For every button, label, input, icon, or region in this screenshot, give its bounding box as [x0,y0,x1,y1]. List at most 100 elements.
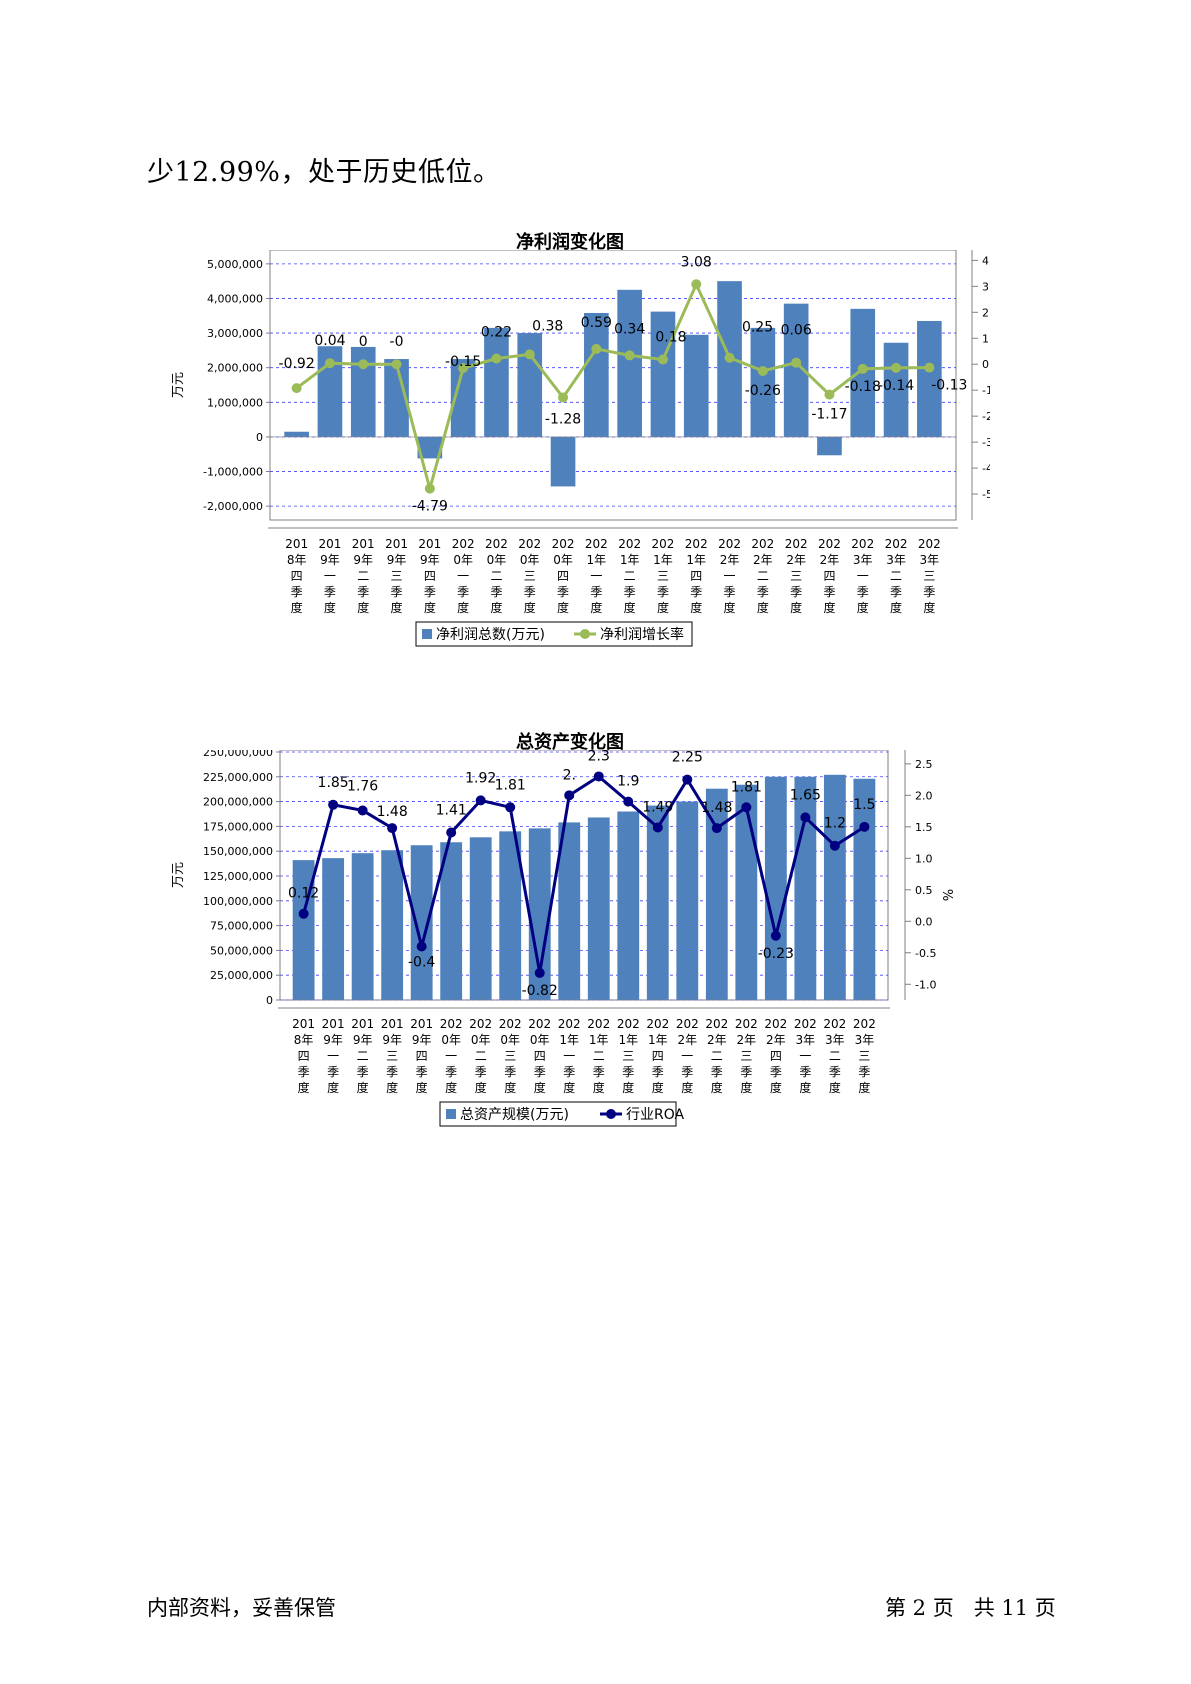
y-tick-label: 0 [266,994,273,1007]
series-point [859,821,870,832]
y2-tick-label: 0.0 [915,915,933,928]
data-label: 1.85 [318,775,349,791]
legend-line-marker [606,1109,616,1119]
x-tick-label: 202 3年二季度 [885,537,908,615]
x-tick-label: 201 9年一季度 [322,1017,345,1095]
x-tick-label: 202 0年三季度 [518,537,541,615]
footer-confidential-note: 内部资料，妥善保管 [147,1596,336,1620]
x-tick-label: 202 1年三季度 [617,1017,640,1095]
x-tick-label: 202 2年四季度 [818,537,841,615]
data-label: 1.81 [731,779,762,795]
x-tick-label: 202 0年四季度 [528,1017,551,1095]
data-label: -0.13 [931,378,967,394]
legend-line-label: 净利润增长率 [600,626,684,643]
series-point [291,383,302,394]
x-tick-label: 202 1年一季度 [558,1017,581,1095]
x-tick-label: 201 9年一季度 [318,537,341,615]
bar [517,333,543,437]
y2-tick-label: 1.0 [915,852,933,865]
x-tick-label: 201 8年四季度 [292,1017,315,1095]
y-tick-label: 50,000,000 [210,944,273,957]
y2-tick-label: -2 [982,410,990,423]
legend-bar-label: 总资产规模(万元) [460,1107,569,1123]
series-point [657,354,668,365]
y-tick-label: 125,000,000 [203,870,273,883]
series-point [328,799,339,810]
series-line [302,774,866,974]
series-point [741,802,752,813]
series-point [682,774,693,785]
series-point [791,357,802,368]
y2-tick-label: 1.5 [915,821,933,834]
bar [705,788,728,1000]
series-point [505,802,516,813]
x-tick-label: 202 2年二季度 [751,537,774,615]
y-axis-label: 万元 [171,372,186,398]
x-tick-label: 202 1年三季度 [651,537,674,615]
y2-tick-label: 1 [982,332,989,345]
net-profit-chart: 净利润变化图 -2,000,000 -1,000,000 0 1,000,000 2,0… [150,225,990,670]
legend-bar-swatch [422,629,432,639]
data-label: 0.59 [581,315,612,331]
series-point [924,362,935,373]
total-assets-chart-svg: 0 25,000,000 50,000,000 75,000,000 100,000,0… [171,750,954,1127]
data-label: 0.06 [781,323,812,339]
y-tick-label: 2,000,000 [207,362,263,375]
series-point [623,796,634,807]
x-tick-label: 202 0年二季度 [485,537,508,615]
bar [735,784,758,1000]
data-label: 1.49 [642,799,673,815]
data-label: 0 [359,334,368,350]
x-tick-label: 201 9年二季度 [351,1017,374,1095]
data-label: -0.15 [445,354,481,370]
y2-tick-label: 2.0 [915,789,933,802]
legend-line-marker [580,629,590,639]
series-point [824,389,835,400]
bar [646,805,669,1000]
data-label: 1.9 [617,774,639,790]
data-label: 1.81 [495,777,526,793]
bar [499,831,522,1000]
data-label: 0.22 [481,325,512,341]
bar [676,801,699,1000]
series-point [357,805,368,816]
y2-tick-label: -1 [982,384,990,397]
x-tick-label: 202 2年三季度 [785,537,808,615]
bar [550,436,576,487]
x-tick-label: 202 3年一季度 [794,1017,817,1095]
series-point [391,359,402,370]
x-tick-label: 201 9年二季度 [352,537,375,615]
total-assets-chart: 总资产变化图 0 25,000,000 50,000,000 75,000,000 10… [150,725,990,1170]
bar [558,822,581,1000]
series-point [534,967,545,978]
data-label: -0.23 [758,946,794,962]
y2-tick-label: -4 [982,462,990,475]
bar [823,774,846,1000]
bar [617,289,642,437]
x-tick-label: 202 2年四季度 [764,1017,787,1095]
y2-tick-label: 3 [982,280,989,293]
x-tick-label: 201 9年三季度 [381,1017,404,1095]
data-label: 1.92 [465,770,496,786]
series-point [624,350,635,361]
bar [587,817,610,1000]
series-point [416,941,427,952]
bar [853,778,876,1000]
y-tick-label: 3,000,000 [207,327,263,340]
series-point [800,812,811,823]
bar [750,327,776,437]
legend-bar-swatch [446,1109,456,1119]
y-tick-label: -2,000,000 [203,500,263,513]
y2-tick-label: 0 [982,358,989,371]
data-label: 1.2 [824,816,846,832]
data-label: 1.48 [377,804,408,820]
bar [284,431,309,437]
y2-tick-label: -0.5 [915,947,936,960]
series-point [475,795,486,806]
data-label: -0.14 [878,378,914,394]
data-label: -4.79 [412,499,448,515]
series-line [295,280,930,495]
data-label: 3.08 [681,254,712,270]
y-tick-label: -1,000,000 [203,466,263,479]
series-point [324,358,335,369]
